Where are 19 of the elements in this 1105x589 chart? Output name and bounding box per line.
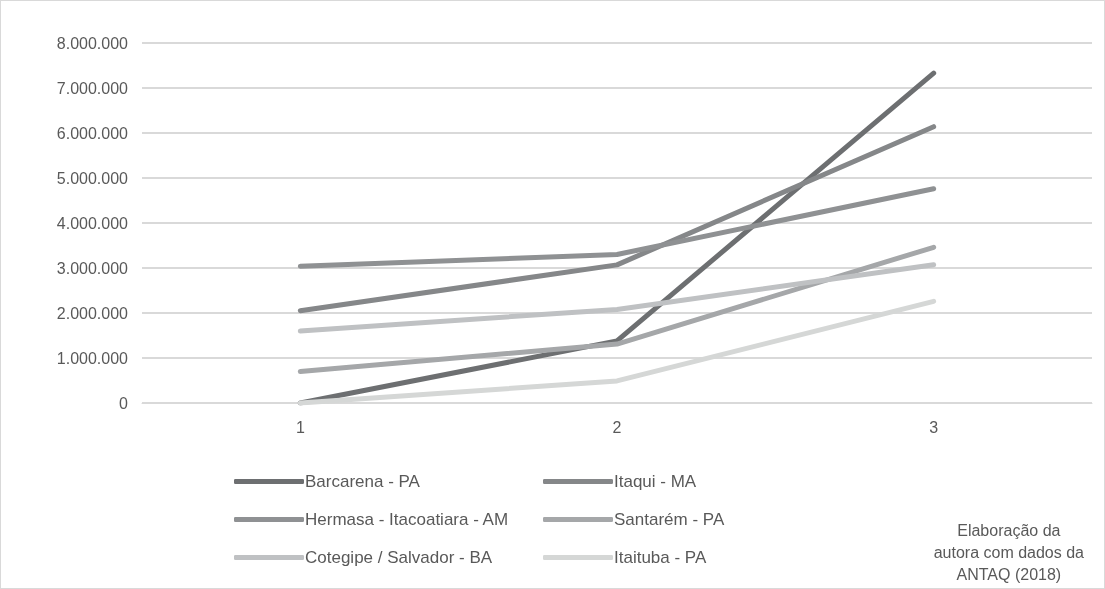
y-tick-label: 1.000.000 bbox=[56, 349, 129, 367]
y-tick-label: 4.000.000 bbox=[56, 214, 129, 232]
y-tick-label: 0 bbox=[119, 394, 129, 412]
legend-label: Santarém - PA bbox=[614, 510, 725, 529]
legend-label: Itaqui - MA bbox=[614, 472, 697, 491]
legend-label: Itaituba - PA bbox=[614, 548, 707, 567]
x-tick-label: 1 bbox=[295, 418, 305, 436]
y-tick-label: 2.000.000 bbox=[56, 304, 129, 322]
legend-label: Hermasa - Itacoatiara - AM bbox=[305, 510, 509, 529]
x-tick-label: 3 bbox=[929, 418, 939, 436]
legend-label: Cotegipe / Salvador - BA bbox=[305, 548, 493, 567]
x-tick-label: 2 bbox=[612, 418, 622, 436]
y-tick-label: 8.000.000 bbox=[56, 34, 129, 52]
y-tick-label: 6.000.000 bbox=[56, 124, 129, 142]
legend-label: Barcarena - PA bbox=[305, 472, 421, 491]
y-tick-label: 5.000.000 bbox=[56, 169, 129, 187]
y-tick-label: 7.000.000 bbox=[56, 79, 129, 97]
y-tick-label: 3.000.000 bbox=[56, 259, 129, 277]
text: Elaboração da autora com dados da ANTAQ (2018) bbox=[933, 521, 1085, 583]
